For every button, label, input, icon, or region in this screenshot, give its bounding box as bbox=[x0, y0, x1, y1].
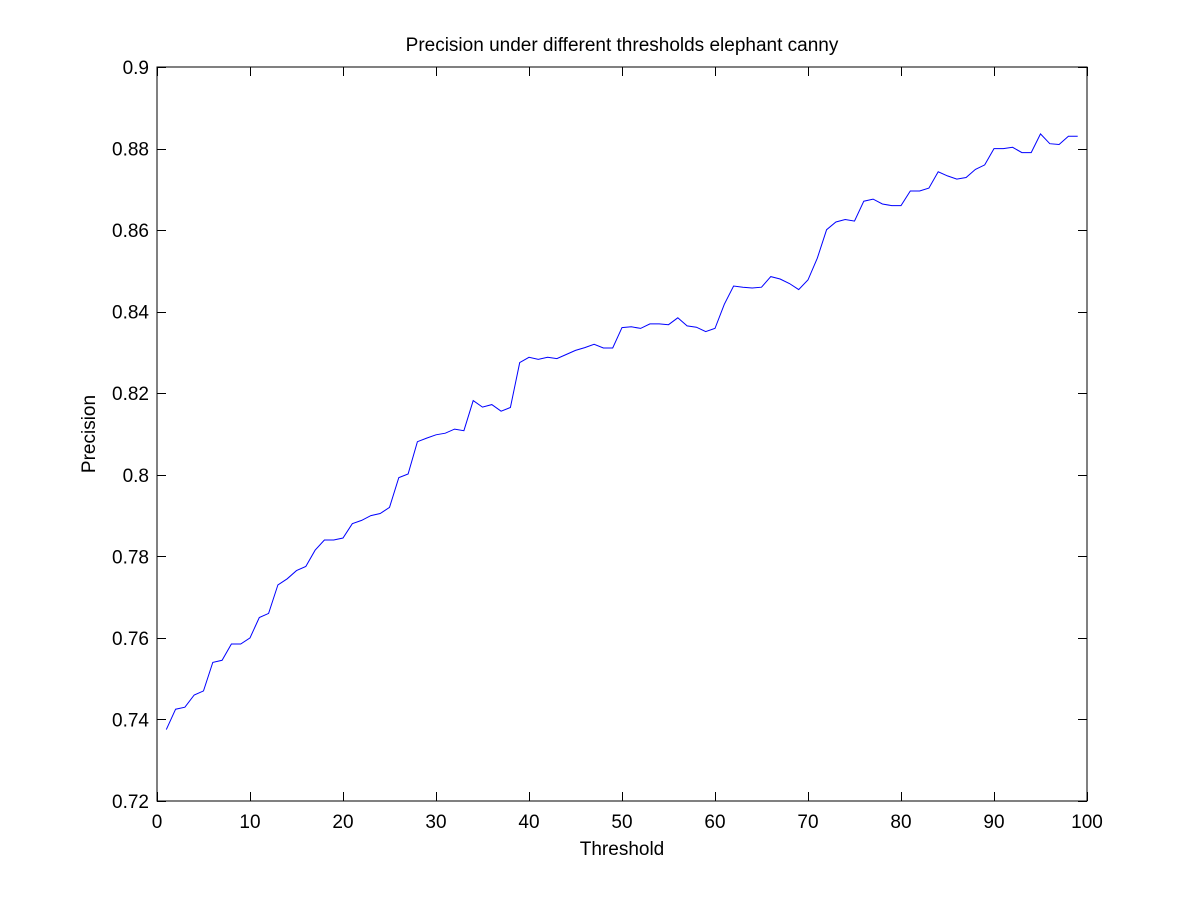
x-tick-label: 100 bbox=[1071, 812, 1103, 833]
chart-title: Precision under different thresholds ele… bbox=[406, 35, 839, 56]
axes-frame bbox=[156, 66, 1088, 802]
y-tick-label: 0.9 bbox=[123, 58, 149, 79]
x-tick-label: 80 bbox=[890, 812, 911, 833]
y-axis-ticks: 0.72 0.74 0.76 0.78 0.8 0.82 0.84 0.86 0.88 0.9 bbox=[112, 58, 1087, 813]
x-tick-label: 10 bbox=[239, 812, 260, 833]
x-tick-label: 60 bbox=[704, 812, 725, 833]
x-tick-label: 0 bbox=[152, 812, 163, 833]
x-axis-ticks: 0 10 20 30 40 50 60 70 80 90 100 bbox=[152, 67, 1103, 833]
x-tick-label: 40 bbox=[518, 812, 539, 833]
x-axis-title: Threshold bbox=[580, 839, 665, 860]
y-tick-label: 0.8 bbox=[123, 466, 149, 487]
x-tick-label: 90 bbox=[983, 812, 1004, 833]
y-tick-label: 0.74 bbox=[112, 710, 149, 731]
y-tick-label: 0.84 bbox=[112, 303, 149, 324]
y-tick-label: 0.78 bbox=[112, 547, 149, 568]
series-line bbox=[165, 133, 1078, 730]
y-tick-label: 0.72 bbox=[112, 792, 149, 813]
y-tick-label: 0.76 bbox=[112, 629, 149, 650]
x-tick-label: 70 bbox=[797, 812, 818, 833]
y-tick-label: 0.82 bbox=[112, 384, 149, 405]
y-axis-title: Precision bbox=[79, 395, 100, 473]
x-tick-label: 30 bbox=[425, 812, 446, 833]
y-tick-label: 0.86 bbox=[112, 221, 149, 242]
x-tick-label: 50 bbox=[611, 812, 632, 833]
plot-area bbox=[157, 67, 1087, 801]
y-tick-label: 0.88 bbox=[112, 140, 149, 161]
x-tick-label: 20 bbox=[332, 812, 353, 833]
